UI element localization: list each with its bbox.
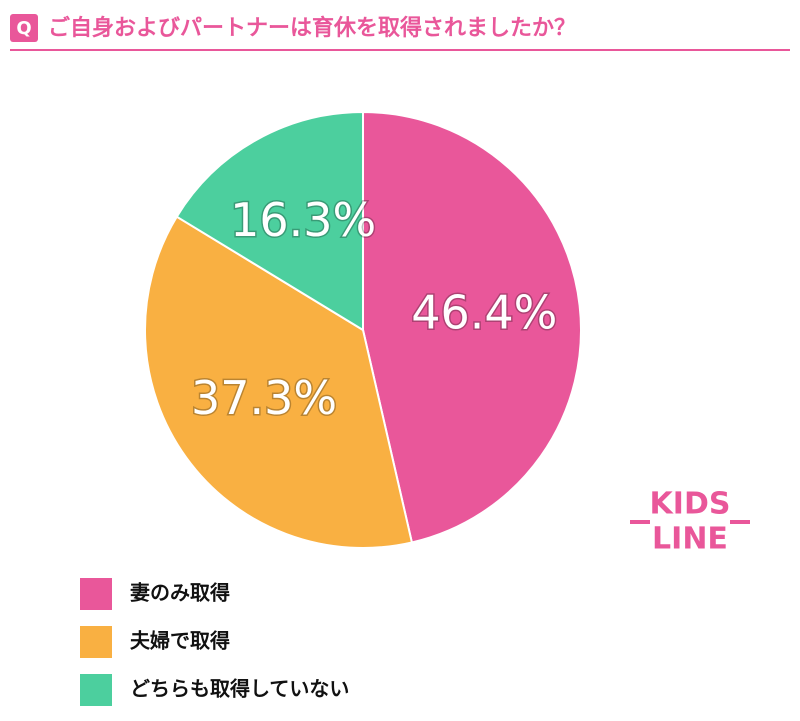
logo-text: LINE xyxy=(652,522,728,557)
legend-swatch xyxy=(80,626,112,658)
badge-box xyxy=(10,14,38,42)
chart-title: ご自身およびパートナーは育休を取得されましたか？ xyxy=(48,15,576,41)
pie-slice xyxy=(144,215,414,549)
value-label: 46.4% xyxy=(411,286,557,340)
logo-text: KIDS xyxy=(650,487,731,522)
legend-label: 夫婦で取得 xyxy=(130,629,230,653)
legend-swatch xyxy=(80,578,112,610)
pie-slice xyxy=(175,110,364,332)
logo: KIDS LINE xyxy=(630,487,750,557)
pie-slice xyxy=(362,110,583,544)
legend-label: どちらも取得していない xyxy=(130,677,349,701)
legend-swatch xyxy=(80,674,112,706)
badge: Q xyxy=(16,18,31,39)
legend-label: 妻のみ取得 xyxy=(130,581,230,605)
value-label: 16.3% xyxy=(230,193,376,247)
value-label: 37.3% xyxy=(191,371,337,425)
